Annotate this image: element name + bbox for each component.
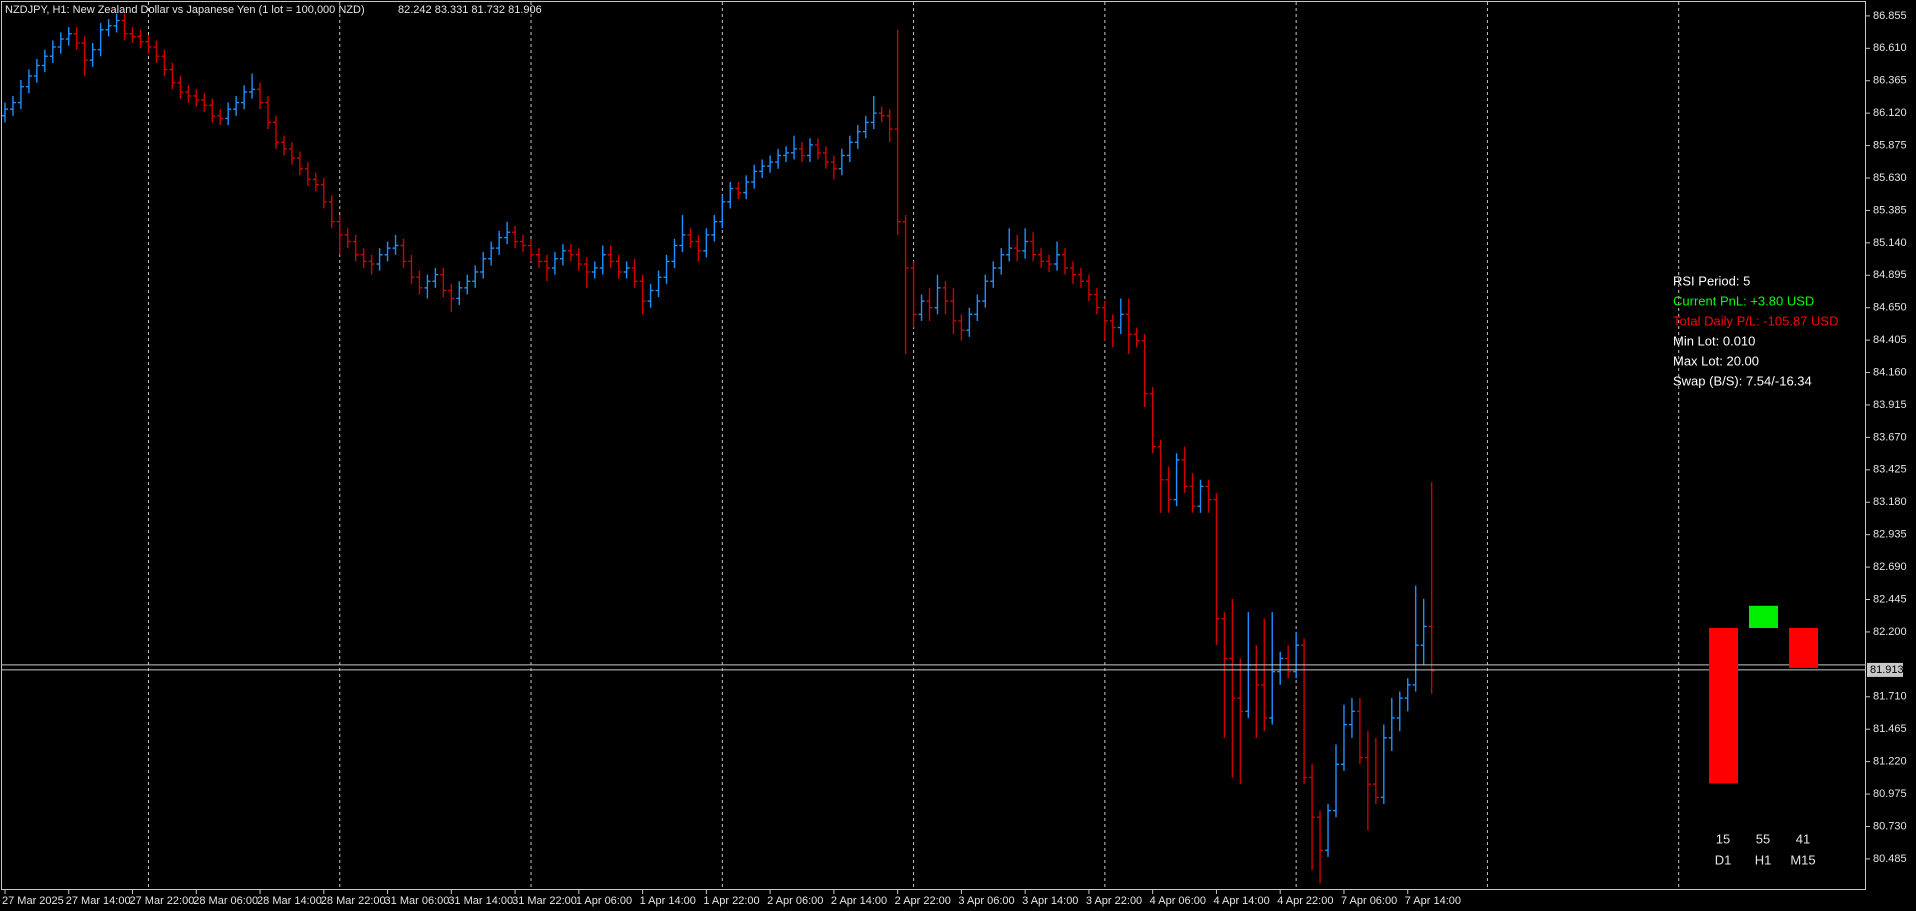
rsi-value: 55 bbox=[1756, 831, 1770, 846]
rsi-bar bbox=[1709, 628, 1738, 784]
x-tick-label: 7 Apr 14:00 bbox=[1405, 895, 1461, 907]
x-tick-label: 3 Apr 14:00 bbox=[1022, 895, 1078, 907]
x-tick-label: 2 Apr 06:00 bbox=[767, 895, 823, 907]
x-tick-label: 1 Apr 06:00 bbox=[576, 895, 632, 907]
y-tick-label: 84.895 bbox=[1873, 269, 1907, 281]
y-tick-label: 85.630 bbox=[1873, 172, 1907, 184]
x-tick-label: 4 Apr 22:00 bbox=[1277, 895, 1333, 907]
y-tick-label: 85.875 bbox=[1873, 139, 1907, 151]
y-tick-label: 85.385 bbox=[1873, 204, 1907, 216]
chart-title: NZDJPY, H1: New Zealand Dollar vs Japane… bbox=[5, 4, 365, 16]
y-tick-label: 82.935 bbox=[1873, 529, 1907, 541]
bid-label-box bbox=[1867, 662, 1903, 677]
y-tick-label: 83.915 bbox=[1873, 399, 1907, 411]
rsi-bar bbox=[1749, 605, 1778, 628]
x-tick-label: 28 Mar 14:00 bbox=[257, 895, 322, 907]
y-tick-label: 81.710 bbox=[1873, 691, 1907, 703]
x-tick-label: 2 Apr 22:00 bbox=[895, 895, 951, 907]
y-tick-label: 80.730 bbox=[1873, 820, 1907, 832]
rsi-bar bbox=[1789, 628, 1818, 668]
plot-frame bbox=[1, 1, 1866, 890]
info-line: Total Daily P/L: -105.87 USD bbox=[1673, 313, 1838, 328]
x-tick-label: 1 Apr 14:00 bbox=[640, 895, 696, 907]
y-tick-label: 84.650 bbox=[1873, 302, 1907, 314]
rsi-panel: 15 D1 55 H1 41 M15 bbox=[1709, 605, 1818, 867]
y-tick-label: 82.200 bbox=[1873, 626, 1907, 638]
x-tick-label: 31 Mar 14:00 bbox=[448, 895, 513, 907]
x-tick-label: 28 Mar 22:00 bbox=[321, 895, 386, 907]
y-tick-label: 86.610 bbox=[1873, 42, 1907, 54]
x-tick-label: 4 Apr 14:00 bbox=[1213, 895, 1269, 907]
x-tick-label: 1 Apr 22:00 bbox=[703, 895, 759, 907]
x-tick-label: 27 Mar 2025 bbox=[2, 895, 64, 907]
y-tick-label: 86.120 bbox=[1873, 107, 1907, 119]
y-tick-label: 80.485 bbox=[1873, 853, 1907, 865]
y-tick-label: 82.690 bbox=[1873, 561, 1907, 573]
axes: 86.855 86.610 86.365 86.120 85.875 85.630 85.3… bbox=[2, 10, 1907, 907]
y-tick-label: 84.405 bbox=[1873, 334, 1907, 346]
y-tick-label: 81.465 bbox=[1873, 723, 1907, 735]
info-line: RSI Period: 5 bbox=[1673, 273, 1750, 288]
x-tick-label: 3 Apr 22:00 bbox=[1086, 895, 1142, 907]
y-tick-label: 81.220 bbox=[1873, 756, 1907, 768]
x-tick-label: 4 Apr 06:00 bbox=[1150, 895, 1206, 907]
info-panel: RSI Period: 5 Current PnL: +3.80 USD Total… bbox=[1673, 273, 1838, 388]
separators bbox=[147, 2, 1680, 890]
y-tick-label: 82.445 bbox=[1873, 593, 1907, 605]
rsi-value: 41 bbox=[1796, 831, 1810, 846]
info-line: Min Lot: 0.010 bbox=[1673, 333, 1755, 348]
x-tick-label: 31 Mar 06:00 bbox=[385, 895, 450, 907]
x-tick-label: 27 Mar 14:00 bbox=[66, 895, 131, 907]
x-tick-label: 31 Mar 22:00 bbox=[512, 895, 577, 907]
price-bars bbox=[2, 13, 1435, 884]
y-tick-label: 86.365 bbox=[1873, 75, 1907, 87]
rsi-timeframe: D1 bbox=[1715, 852, 1732, 867]
info-line: Current PnL: +3.80 USD bbox=[1673, 293, 1814, 308]
y-tick-label: 84.160 bbox=[1873, 366, 1907, 378]
rsi-timeframe: M15 bbox=[1790, 852, 1815, 867]
y-tick-label: 83.180 bbox=[1873, 496, 1907, 508]
y-tick-label: 86.855 bbox=[1873, 10, 1907, 22]
x-tick-label: 27 Mar 22:00 bbox=[130, 895, 195, 907]
info-line: Max Lot: 20.00 bbox=[1673, 353, 1759, 368]
x-tick-label: 28 Mar 06:00 bbox=[193, 895, 258, 907]
x-tick-label: 2 Apr 14:00 bbox=[831, 895, 887, 907]
rsi-value: 15 bbox=[1716, 831, 1730, 846]
y-tick-label: 83.425 bbox=[1873, 464, 1907, 476]
x-tick-label: 3 Apr 06:00 bbox=[958, 895, 1014, 907]
y-tick-label: 80.975 bbox=[1873, 788, 1907, 800]
x-tick-label: 7 Apr 06:00 bbox=[1341, 895, 1397, 907]
y-tick-label: 85.140 bbox=[1873, 237, 1907, 249]
info-line: Swap (B/S): 7.54/-16.34 bbox=[1673, 373, 1812, 388]
quote: 82.242 83.331 81.732 81.906 bbox=[398, 4, 542, 16]
rsi-timeframe: H1 bbox=[1755, 852, 1772, 867]
bid-label: 81.913 bbox=[1870, 664, 1904, 676]
y-tick-label: 83.670 bbox=[1873, 431, 1907, 443]
